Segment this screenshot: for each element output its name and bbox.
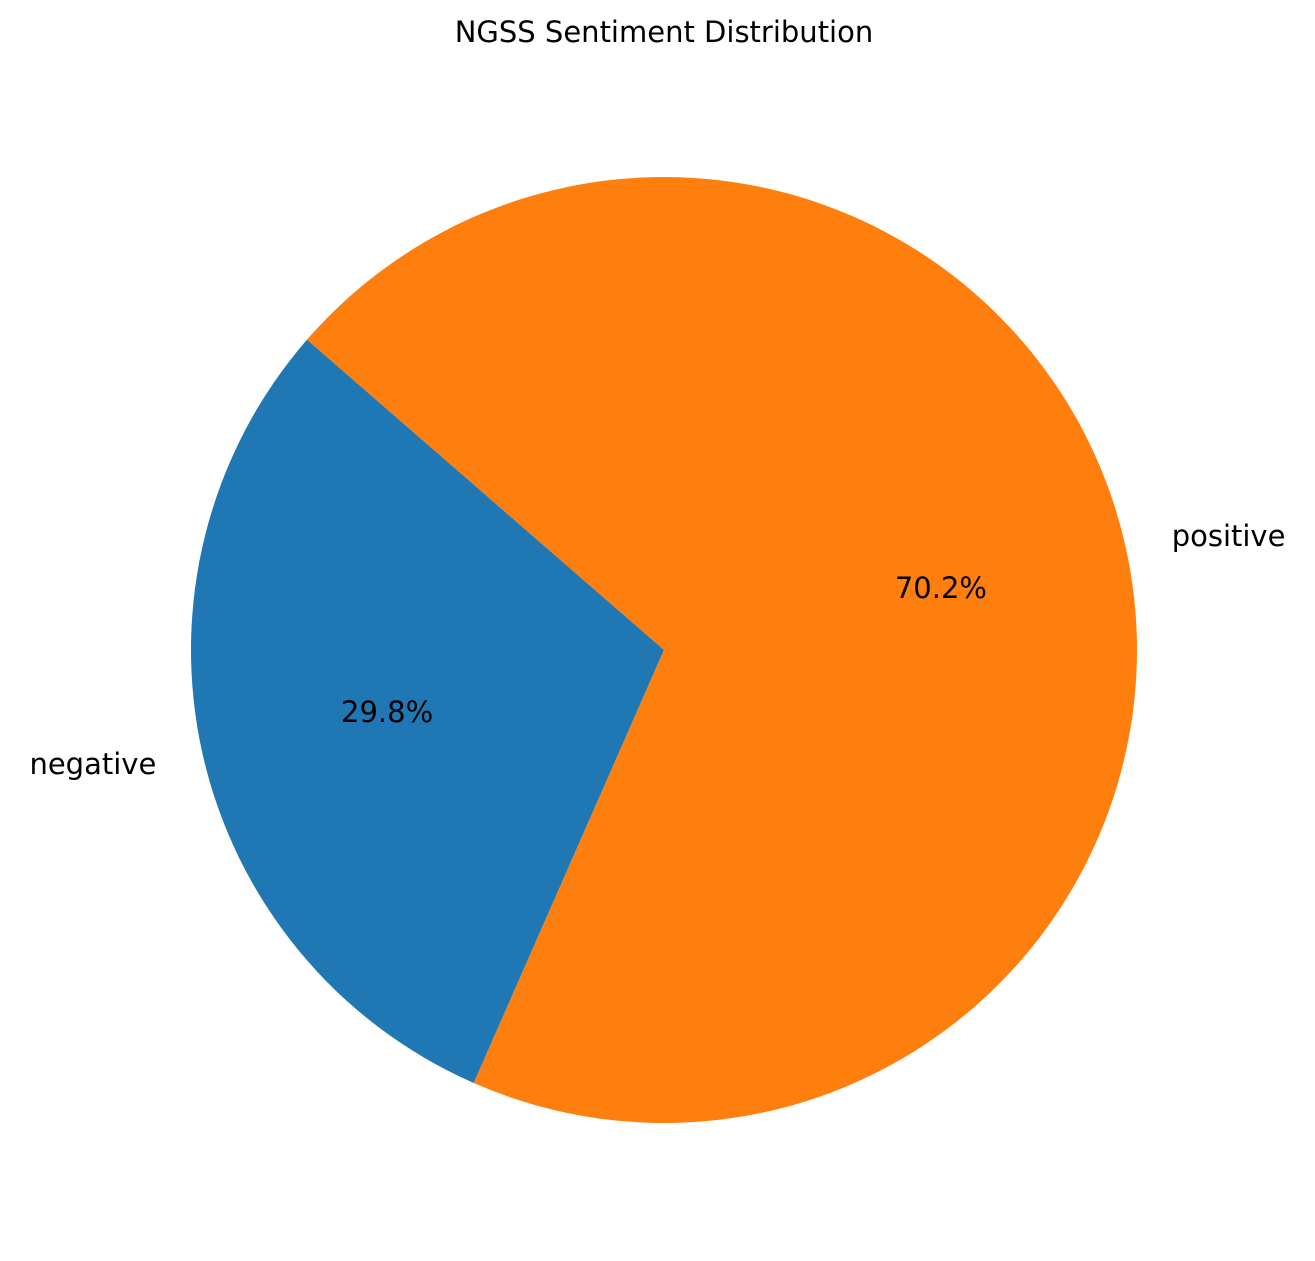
slice-label-positive: positive	[1172, 519, 1286, 553]
slice-percent-positive: 70.2%	[895, 571, 987, 605]
pie-labels: negative 29.8% positive 70.2%	[29, 519, 1285, 781]
pie-slice-positive	[307, 176, 1138, 1123]
chart-title: NGSS Sentiment Distribution	[455, 15, 874, 49]
slice-percent-negative: 29.8%	[341, 695, 433, 729]
pie-slices	[191, 176, 1138, 1123]
slice-label-negative: negative	[29, 747, 156, 781]
pie-slice-negative	[191, 339, 665, 1084]
